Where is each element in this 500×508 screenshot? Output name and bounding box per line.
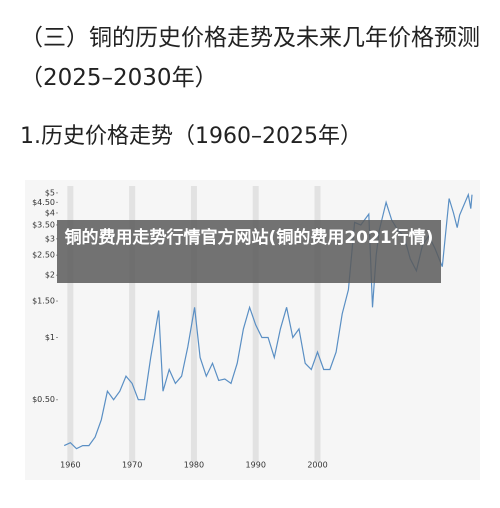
y-tick-label: $4.50 (32, 198, 55, 207)
x-tick-label: 2000 (307, 461, 327, 470)
banner: 铜的费用走势行情官方网站(铜的费用2021行情) (57, 220, 441, 283)
y-tick-label: $1 (45, 333, 55, 342)
y-tick-label: $4 (45, 208, 55, 217)
y-tick-label: $1.50 (32, 297, 55, 306)
x-tick-label: 1970 (122, 461, 142, 470)
y-tick-label: $3.50 (32, 220, 55, 229)
x-tick-label: 1990 (246, 461, 266, 470)
x-tick-label: 1980 (184, 461, 204, 470)
y-tick-label: $0.50 (32, 395, 55, 404)
y-tick-label: $5 (45, 188, 55, 197)
section-heading: 1.历史价格走势（1960–2025年） (20, 124, 362, 149)
title: （三）铜的历史价格走势及未来几年价格预测（2025–2030年） (20, 25, 480, 91)
y-tick-label: $2.50 (32, 251, 55, 260)
y-tick-label: $2 (45, 271, 55, 280)
x-tick-label: 1960 (60, 461, 80, 470)
y-tick-label: $3 (45, 234, 55, 243)
